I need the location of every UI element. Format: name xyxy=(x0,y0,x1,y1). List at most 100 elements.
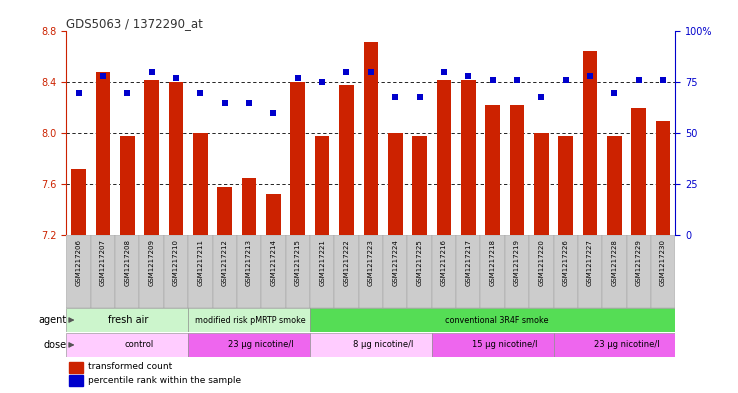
Bar xyxy=(486,105,500,235)
Text: GSM1217209: GSM1217209 xyxy=(148,239,155,286)
Text: GSM1217210: GSM1217210 xyxy=(173,239,179,286)
Bar xyxy=(461,80,475,235)
Text: 23 μg nicotine/l: 23 μg nicotine/l xyxy=(594,340,659,349)
Bar xyxy=(437,80,451,235)
Text: GSM1217226: GSM1217226 xyxy=(562,239,569,286)
Bar xyxy=(188,235,213,308)
Point xyxy=(560,77,572,83)
Text: GSM1217223: GSM1217223 xyxy=(368,239,374,286)
Bar xyxy=(432,235,456,308)
Text: agent: agent xyxy=(38,315,67,325)
Text: 8 μg nicotine/l: 8 μg nicotine/l xyxy=(353,340,413,349)
Text: GSM1217206: GSM1217206 xyxy=(75,239,82,286)
Text: GSM1217220: GSM1217220 xyxy=(538,239,545,286)
Text: percentile rank within the sample: percentile rank within the sample xyxy=(88,376,241,385)
Text: dose: dose xyxy=(44,340,67,350)
Bar xyxy=(456,235,480,308)
Text: GSM1217219: GSM1217219 xyxy=(514,239,520,286)
Bar xyxy=(505,235,529,308)
Text: GSM1217208: GSM1217208 xyxy=(124,239,131,286)
Text: GSM1217221: GSM1217221 xyxy=(319,239,325,286)
Point xyxy=(146,69,158,75)
Bar xyxy=(480,235,505,308)
Bar xyxy=(213,235,237,308)
Bar xyxy=(383,235,407,308)
Bar xyxy=(310,235,334,308)
Bar xyxy=(432,333,554,357)
Bar xyxy=(413,136,427,235)
Text: GSM1217214: GSM1217214 xyxy=(270,239,277,286)
Point xyxy=(608,90,620,96)
Point xyxy=(292,75,304,81)
Text: modified risk pMRTP smoke: modified risk pMRTP smoke xyxy=(195,316,306,325)
Bar xyxy=(627,235,651,308)
Bar xyxy=(607,136,621,235)
Point xyxy=(219,99,231,106)
Point xyxy=(244,99,255,106)
Bar xyxy=(632,108,646,235)
Point xyxy=(121,90,134,96)
Bar xyxy=(72,169,86,235)
Bar xyxy=(115,235,139,308)
Bar xyxy=(237,235,261,308)
Point xyxy=(97,73,109,79)
Bar xyxy=(266,195,280,235)
Text: fresh air: fresh air xyxy=(108,315,149,325)
Point xyxy=(487,77,499,83)
Bar xyxy=(164,235,188,308)
Bar xyxy=(145,80,159,235)
Bar xyxy=(66,308,188,332)
Bar xyxy=(529,235,554,308)
Text: GSM1217229: GSM1217229 xyxy=(635,239,642,286)
Point xyxy=(317,79,328,86)
Bar xyxy=(310,333,432,357)
Text: GSM1217228: GSM1217228 xyxy=(611,239,618,286)
Bar xyxy=(578,235,602,308)
Bar xyxy=(359,235,383,308)
Bar xyxy=(188,308,310,332)
Bar xyxy=(364,42,378,235)
Point xyxy=(536,94,548,100)
Bar xyxy=(169,83,183,235)
Bar xyxy=(534,133,548,235)
Bar xyxy=(388,133,402,235)
Text: GSM1217222: GSM1217222 xyxy=(343,239,350,286)
Point xyxy=(72,90,85,96)
Bar xyxy=(315,136,329,235)
Bar xyxy=(559,136,573,235)
Text: GSM1217224: GSM1217224 xyxy=(392,239,399,286)
Point xyxy=(511,77,523,83)
Point xyxy=(413,94,425,100)
Bar xyxy=(139,235,164,308)
Bar xyxy=(193,133,207,235)
Bar xyxy=(66,333,188,357)
Text: GSM1217216: GSM1217216 xyxy=(441,239,447,286)
Text: GSM1217213: GSM1217213 xyxy=(246,239,252,286)
Bar xyxy=(310,308,675,332)
Point xyxy=(438,69,450,75)
Text: GSM1217225: GSM1217225 xyxy=(416,239,423,286)
Bar xyxy=(407,235,432,308)
Point xyxy=(170,75,182,81)
Bar xyxy=(334,235,359,308)
Bar xyxy=(554,333,675,357)
Point xyxy=(268,110,280,116)
Text: GSM1217212: GSM1217212 xyxy=(221,239,228,286)
Text: control: control xyxy=(125,340,154,349)
Bar xyxy=(554,235,578,308)
Text: GSM1217211: GSM1217211 xyxy=(197,239,204,286)
Bar xyxy=(510,105,524,235)
Text: GSM1217207: GSM1217207 xyxy=(100,239,106,286)
Text: GSM1217218: GSM1217218 xyxy=(489,239,496,286)
Bar xyxy=(69,362,83,373)
Bar xyxy=(66,235,91,308)
Text: GDS5063 / 1372290_at: GDS5063 / 1372290_at xyxy=(66,17,203,30)
Bar xyxy=(583,51,597,235)
Bar xyxy=(656,121,670,235)
Point xyxy=(658,77,669,83)
Text: GSM1217217: GSM1217217 xyxy=(465,239,472,286)
Text: 23 μg nicotine/l: 23 μg nicotine/l xyxy=(229,340,294,349)
Bar xyxy=(261,235,286,308)
Point xyxy=(462,73,475,79)
Bar xyxy=(96,72,110,235)
